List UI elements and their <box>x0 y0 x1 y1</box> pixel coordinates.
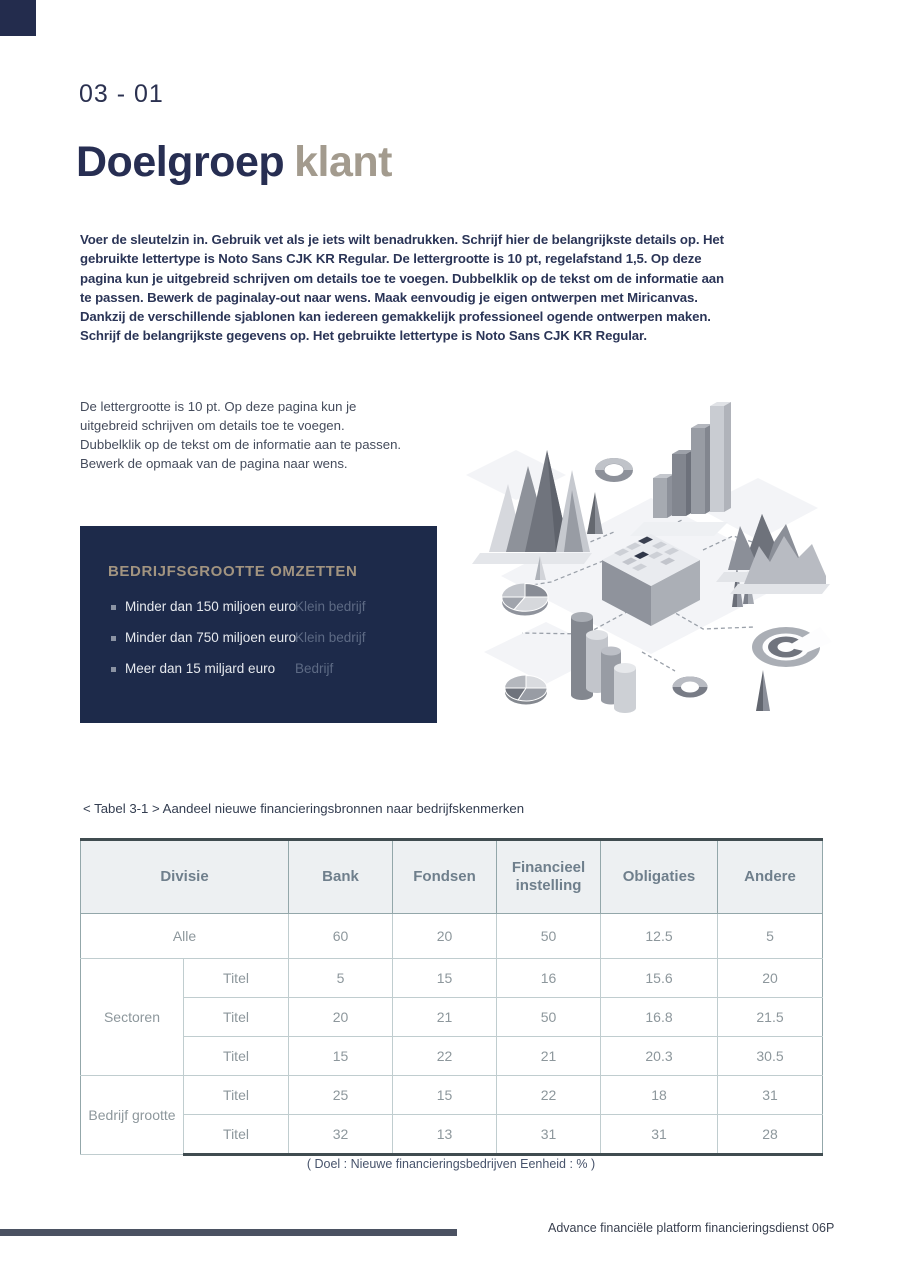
row-group-label: Sectoren <box>80 958 184 1076</box>
row-sub-label: Titel <box>183 997 289 1037</box>
page-number: 03 - 01 <box>79 80 164 108</box>
data-board-cube <box>602 534 700 626</box>
isometric-data-visualization-illustration <box>466 402 832 713</box>
row-sub-label: Titel <box>183 1036 289 1076</box>
footer-accent-bar <box>0 1229 457 1236</box>
column-header: Divisie <box>80 838 289 914</box>
page-title-secondary: klant <box>294 138 393 186</box>
list-item-label: Klein bedrijf <box>295 630 366 645</box>
table-cell: 50 <box>496 913 601 959</box>
cylinder-chart-3d <box>571 612 636 713</box>
info-box-heading: BEDRIJFSGROOTTE OMZETTEN <box>108 563 358 580</box>
table-cell: 12.5 <box>600 913 718 959</box>
table-cell: 15 <box>392 958 497 998</box>
table-row: Alle 60 20 50 12.5 5 <box>80 913 823 959</box>
column-header: Bank <box>288 838 393 914</box>
intro-bold-paragraph: Voer de sleutelzin in. Gebruik vet als j… <box>80 232 724 344</box>
intro-body-paragraph: De lettergrootte is 10 pt. Op deze pagin… <box>80 399 402 471</box>
table-cell: 21.5 <box>717 997 823 1037</box>
table-cell: 16 <box>496 958 601 998</box>
table-cell: 13 <box>392 1114 497 1156</box>
table-row: Sectoren Titel 5 15 16 15.6 20 <box>80 958 823 1076</box>
data-board-marks <box>614 536 679 571</box>
mountain-chart-3d <box>472 450 592 564</box>
financing-sources-table: Divisie Bank Fondsen Financieel instelli… <box>80 838 823 1156</box>
table-cell: 20.3 <box>600 1036 718 1076</box>
table-cell: 60 <box>288 913 393 959</box>
table-cell: 5 <box>288 958 393 998</box>
table-row: Titel 15 22 21 20.3 30.5 <box>81 1036 823 1076</box>
table-cell: 20 <box>288 997 393 1037</box>
bar-chart-3d <box>630 402 731 536</box>
table-cell: 30.5 <box>717 1036 823 1076</box>
column-header: Obligaties <box>600 838 718 914</box>
column-header: Andere <box>717 838 823 914</box>
donut-chart-3d <box>595 458 633 482</box>
info-box-list: Minder dan 150 miljoen euro Klein bedrij… <box>111 599 366 692</box>
table-row: Titel 20 21 50 16.8 21.5 <box>81 997 823 1037</box>
table-row: Bedrijf grootte Titel 25 15 22 18 31 <box>80 1075 823 1155</box>
table-row: Titel 32 13 31 31 28 <box>81 1114 823 1156</box>
table-cell: 32 <box>288 1114 393 1156</box>
table-cell: 20 <box>717 958 823 998</box>
table-cell: 20 <box>392 913 497 959</box>
table-cell: 28 <box>717 1114 823 1156</box>
list-item-label: Bedrijf <box>295 661 334 676</box>
column-header: Financieel instelling <box>496 838 601 914</box>
list-item-text: Meer dan 15 miljard euro <box>125 661 276 676</box>
table-cell: 50 <box>496 997 601 1037</box>
corner-accent-square <box>0 0 36 36</box>
table-cell: 31 <box>717 1075 823 1115</box>
column-header: Fondsen <box>392 838 497 914</box>
list-item-label: Klein bedrijf <box>295 599 366 614</box>
area-chart-3d <box>716 514 830 594</box>
row-sub-label: Titel <box>183 958 289 998</box>
donut-chart-3d-small <box>672 676 708 698</box>
table-cell: 31 <box>496 1114 601 1156</box>
table-cell: 21 <box>496 1036 601 1076</box>
table-cell: 22 <box>392 1036 497 1076</box>
pie-chart-3d <box>501 582 549 616</box>
table-cell: 16.8 <box>600 997 718 1037</box>
table-header-row: Divisie Bank Fondsen Financieel instelli… <box>80 838 823 914</box>
table-note: ( Doel : Nieuwe financieringsbedrijven E… <box>306 1157 596 1171</box>
table-cell: 18 <box>600 1075 718 1115</box>
list-item: Meer dan 15 miljard euro Bedrijf <box>111 661 333 678</box>
company-size-info-box: BEDRIJFSGROOTTE OMZETTEN Minder dan 150 … <box>80 526 437 723</box>
table-cell: 25 <box>288 1075 393 1115</box>
table-cell: 15 <box>288 1036 393 1076</box>
row-sub-label: Titel <box>183 1075 289 1115</box>
table-cell: 22 <box>496 1075 601 1115</box>
list-item-text: Minder dan 750 miljoen euro <box>125 630 297 645</box>
radial-gauge-chart-3d <box>752 627 832 667</box>
list-item: Minder dan 750 miljoen euro Klein bedrij… <box>111 630 366 647</box>
table-cell: 15 <box>392 1075 497 1115</box>
table-cell: 21 <box>392 997 497 1037</box>
table-caption: < Tabel 3-1 > Aandeel nieuwe financierin… <box>83 801 525 816</box>
page-title-primary: Doelgroep <box>76 138 285 186</box>
row-group-label: Bedrijf grootte <box>80 1075 184 1155</box>
row-group-label: Alle <box>80 913 289 959</box>
page-title: Doelgroep klant <box>76 138 393 187</box>
list-item: Minder dan 150 miljoen euro Klein bedrij… <box>111 599 366 616</box>
table-cell: 15.6 <box>600 958 718 998</box>
row-sub-label: Titel <box>183 1114 289 1156</box>
pie-chart-3d-small <box>504 674 548 705</box>
table-cell: 5 <box>717 913 823 959</box>
table-cell: 31 <box>600 1114 718 1156</box>
footer-text: Advance financiële platform financiering… <box>548 1221 835 1235</box>
list-item-text: Minder dan 150 miljoen euro <box>125 599 297 614</box>
